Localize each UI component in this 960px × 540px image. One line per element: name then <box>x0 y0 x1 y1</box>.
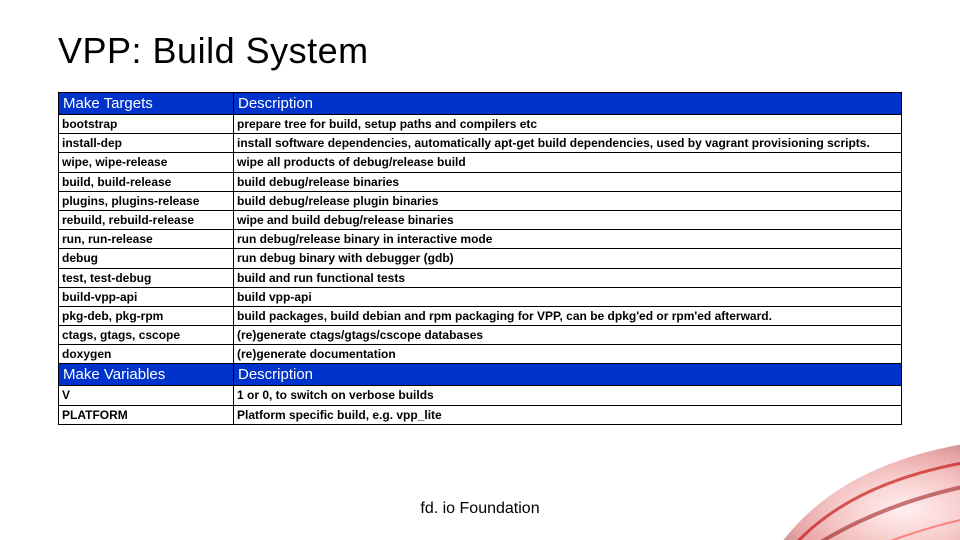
table-row: debugrun debug binary with debugger (gdb… <box>59 249 902 268</box>
table-row: plugins, plugins-releasebuild debug/rele… <box>59 191 902 210</box>
cell-key: build, build-release <box>59 172 234 191</box>
cell-desc: 1 or 0, to switch on verbose builds <box>234 386 902 405</box>
cell-key: V <box>59 386 234 405</box>
cell-desc: build debug/release binaries <box>234 172 902 191</box>
cell-desc: (re)generate ctags/gtags/cscope database… <box>234 326 902 345</box>
cell-desc: prepare tree for build, setup paths and … <box>234 115 902 134</box>
table-row: ctags, gtags, cscope(re)generate ctags/g… <box>59 326 902 345</box>
cell-desc: run debug binary with debugger (gdb) <box>234 249 902 268</box>
header-row-targets: Make TargetsDescription <box>59 93 902 115</box>
cell-desc: wipe and build debug/release binaries <box>234 210 902 229</box>
slide: VPP: Build System Make TargetsDescriptio… <box>0 0 960 540</box>
table-row: test, test-debugbuild and run functional… <box>59 268 902 287</box>
build-table: Make TargetsDescriptionbootstrapprepare … <box>58 92 902 425</box>
cell-desc: install software dependencies, automatic… <box>234 134 902 153</box>
table-row: rebuild, rebuild-releasewipe and build d… <box>59 210 902 229</box>
slide-title: VPP: Build System <box>58 30 902 72</box>
make-table: Make TargetsDescriptionbootstrapprepare … <box>58 92 902 425</box>
table-row: build-vpp-apibuild vpp-api <box>59 287 902 306</box>
cell-desc: wipe all products of debug/release build <box>234 153 902 172</box>
cell-key: ctags, gtags, cscope <box>59 326 234 345</box>
table-row: build, build-releasebuild debug/release … <box>59 172 902 191</box>
table-row: pkg-deb, pkg-rpmbuild packages, build de… <box>59 306 902 325</box>
header-col-desc: Description <box>234 93 902 115</box>
footer-text: fd. io Foundation <box>0 500 960 518</box>
cell-desc: (re)generate documentation <box>234 345 902 364</box>
cell-desc: run debug/release binary in interactive … <box>234 230 902 249</box>
table-row: PLATFORMPlatform specific build, e.g. vp… <box>59 405 902 424</box>
table-row: doxygen(re)generate documentation <box>59 345 902 364</box>
table-row: wipe, wipe-releasewipe all products of d… <box>59 153 902 172</box>
cell-desc: build and run functional tests <box>234 268 902 287</box>
cell-desc: Platform specific build, e.g. vpp_lite <box>234 405 902 424</box>
cell-key: rebuild, rebuild-release <box>59 210 234 229</box>
cell-key: wipe, wipe-release <box>59 153 234 172</box>
cell-key: test, test-debug <box>59 268 234 287</box>
header-col-key: Make Targets <box>59 93 234 115</box>
cell-desc: build debug/release plugin binaries <box>234 191 902 210</box>
cell-key: install-dep <box>59 134 234 153</box>
cell-key: doxygen <box>59 345 234 364</box>
cell-desc: build vpp-api <box>234 287 902 306</box>
cell-key: plugins, plugins-release <box>59 191 234 210</box>
header-row-variables: Make VariablesDescription <box>59 364 902 386</box>
cell-key: build-vpp-api <box>59 287 234 306</box>
table-row: V1 or 0, to switch on verbose builds <box>59 386 902 405</box>
header-col-desc: Description <box>234 364 902 386</box>
cell-key: debug <box>59 249 234 268</box>
header-col-key: Make Variables <box>59 364 234 386</box>
cell-key: PLATFORM <box>59 405 234 424</box>
cell-key: pkg-deb, pkg-rpm <box>59 306 234 325</box>
table-row: install-depinstall software dependencies… <box>59 134 902 153</box>
cell-key: bootstrap <box>59 115 234 134</box>
cell-key: run, run-release <box>59 230 234 249</box>
table-row: bootstrapprepare tree for build, setup p… <box>59 115 902 134</box>
cell-desc: build packages, build debian and rpm pac… <box>234 306 902 325</box>
table-row: run, run-releaserun debug/release binary… <box>59 230 902 249</box>
